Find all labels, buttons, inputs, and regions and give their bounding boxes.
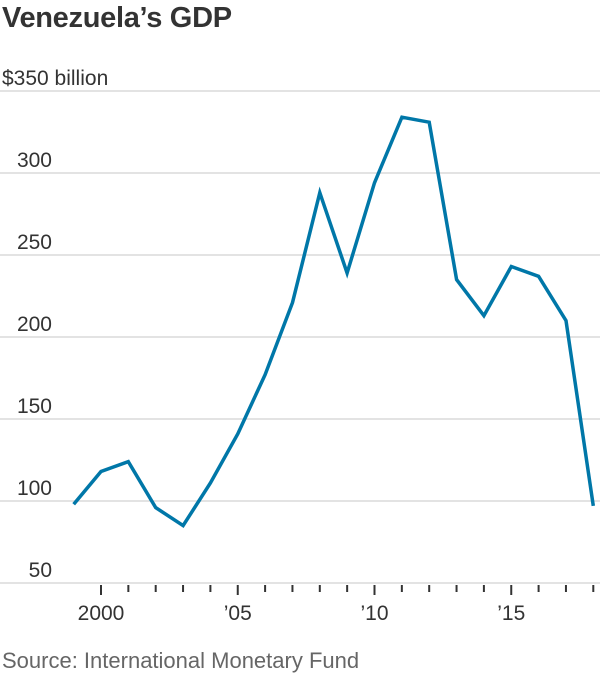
x-tick-label-2005: ’05 [224,602,252,625]
x-tick-label-2010: ’10 [360,602,388,625]
x-axis: 2000 ’05 ’10 ’15 [78,585,595,625]
chart-title: Venezuela’s GDP [2,2,232,34]
series-line-gdp [72,115,596,529]
series-layer [72,115,596,529]
y-tick-label-300: 300 [17,149,52,172]
y-tick-label-150: 150 [17,395,52,418]
line-chart: $350 billion 300 250 200 150 100 50 2000 ’05 ’10… [0,67,600,625]
y-tick-label-250: 250 [17,231,52,254]
x-tick-label-2015: ’15 [497,602,525,625]
y-axis-labels: $350 billion 300 250 200 150 100 50 [2,67,108,582]
x-tick-label-2000: 2000 [78,602,125,625]
y-tick-label-100: 100 [17,477,52,500]
y-tick-label-350: $350 billion [2,67,108,90]
gridlines [0,90,600,584]
y-tick-label-200: 200 [17,313,52,336]
source-note: Source: International Monetary Fund [2,648,360,673]
y-tick-label-50: 50 [29,559,52,582]
